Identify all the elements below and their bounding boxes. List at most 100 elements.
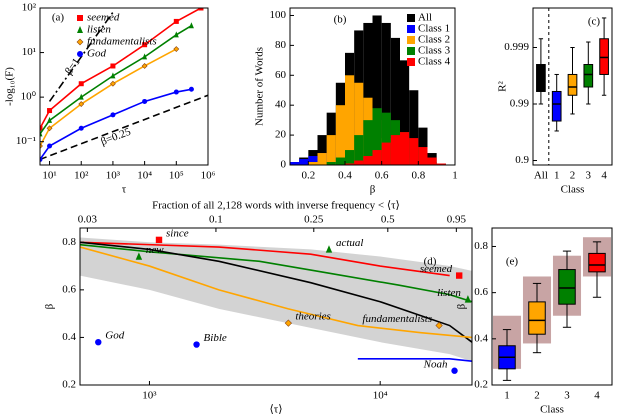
legend-label: All [418, 12, 432, 24]
histogram-bar [326, 135, 336, 165]
histogram-bar [335, 105, 345, 165]
marker [325, 245, 333, 253]
legend-label: Class 2 [418, 34, 450, 46]
legend-label: Class 1 [418, 23, 450, 35]
histogram-bar [381, 22, 391, 166]
histogram-bar [326, 162, 336, 165]
y-tick-label: 60 [275, 69, 287, 81]
histogram-bar [308, 162, 318, 165]
plot-area [40, 8, 208, 162]
x-tick-label: 0.2 [301, 170, 315, 182]
reference-line [40, 94, 208, 161]
histogram-bar [400, 132, 410, 165]
histogram-bar [363, 22, 373, 166]
x2-tick-label: 0.25 [304, 214, 324, 226]
x-tick-label: 10² [74, 170, 89, 182]
histogram-bar [390, 135, 400, 165]
panel-label: (a) [52, 12, 65, 24]
histogram-bar [317, 135, 327, 165]
x-tick-label: 10⁶ [201, 170, 216, 182]
x-tick-label: All [534, 170, 548, 182]
y-axis-label: Number of Words [254, 47, 266, 126]
legend-label: fundamentalists [87, 36, 157, 48]
y-axis-label: -log₁₀(F) [4, 67, 16, 106]
histogram-bar [354, 135, 364, 165]
marker [47, 143, 53, 149]
plot-area [80, 237, 472, 363]
marker [77, 15, 83, 21]
point-label: theories [295, 311, 330, 323]
y-tick-label: 0.8 [474, 240, 488, 252]
histogram-bar [363, 156, 373, 165]
box [558, 269, 576, 305]
histogram-bar [354, 160, 364, 165]
histogram-bar [381, 112, 391, 165]
box [528, 301, 546, 335]
marker [77, 51, 83, 57]
legend-label: seemed [87, 12, 120, 24]
histogram-bar [308, 156, 318, 165]
y-tick-label: 0.8 [62, 236, 76, 248]
y-tick-label: 0.2 [474, 379, 488, 391]
marker [193, 341, 200, 348]
x-tick-label: 10⁵ [169, 170, 184, 182]
plot-frame [39, 7, 209, 166]
marker [455, 272, 463, 279]
reference-label: β=0.25 [99, 126, 133, 148]
marker [155, 236, 163, 244]
legend-swatch [407, 36, 415, 44]
panel: β=1β=0.25seemedlistenfundamentalistsGod1… [4, 2, 216, 196]
x2-tick-label: 0.1 [209, 214, 223, 226]
histogram-bar [418, 147, 428, 165]
marker [188, 86, 194, 92]
marker [110, 112, 116, 118]
point-label: actual [336, 237, 364, 249]
panel: 1 2 3 4 0.2 0.4 0.6 0.8 Class β (e) [456, 227, 613, 416]
panel: All 1 2 3 4 0.9 0.99 0.999 Class R² (c) [497, 7, 613, 196]
point-label: Noah [423, 358, 448, 370]
series-line [357, 358, 472, 363]
plot-frame [491, 227, 613, 386]
y-tick-label: 0 [281, 159, 287, 171]
y-tick-label: 0.6 [474, 286, 488, 298]
marker [435, 321, 443, 330]
histogram-bar [400, 60, 410, 166]
y-tick-label: 0.9 [515, 154, 529, 166]
y-tick-label: 100 [270, 9, 287, 21]
x-axis-label: τ [122, 184, 127, 196]
marker [284, 319, 292, 327]
y-tick-label: 0.999 [504, 41, 529, 53]
x-tick-label: 3 [564, 390, 570, 402]
histogram-bar [317, 153, 327, 165]
x-tick-label: 0.6 [375, 170, 389, 182]
histogram-bar [290, 162, 300, 165]
marker [76, 38, 84, 46]
x2-tick-label: 0.03 [78, 214, 98, 226]
marker [198, 8, 204, 11]
plot-frame [532, 7, 613, 166]
x-tick-label: 10¹ [42, 170, 56, 182]
marker [451, 367, 458, 374]
marker [173, 89, 179, 95]
y-axis-label: R² [497, 80, 509, 91]
y-tick-label: 10⁻¹ [16, 135, 36, 147]
marker [78, 93, 84, 100]
marker [46, 125, 53, 132]
y-tick-label: 0.6 [62, 283, 76, 295]
legend-swatch [407, 47, 415, 55]
marker [40, 130, 43, 137]
histogram-bar [345, 163, 355, 165]
reference-line [48, 11, 114, 102]
marker [110, 63, 116, 69]
x-tick-label: 10³ [106, 170, 121, 182]
x-tick-label: 1 [504, 390, 510, 402]
marker [173, 46, 180, 52]
marker [109, 80, 116, 87]
legend-label: God [87, 48, 106, 60]
panel-label: (d) [424, 256, 437, 268]
x2-tick-label: 0.5 [381, 214, 395, 226]
box [588, 252, 606, 273]
histogram-bar [436, 163, 446, 165]
